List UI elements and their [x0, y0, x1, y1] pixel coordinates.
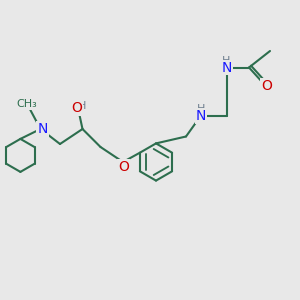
Text: CH₃: CH₃	[16, 99, 38, 110]
Text: H: H	[222, 56, 231, 66]
Text: O: O	[71, 101, 82, 115]
Text: O: O	[118, 160, 129, 174]
Text: N: N	[196, 109, 206, 123]
Text: H: H	[78, 101, 87, 111]
Text: N: N	[38, 122, 48, 136]
Text: N: N	[221, 61, 232, 74]
Text: O: O	[261, 79, 272, 92]
Text: H: H	[197, 104, 205, 114]
